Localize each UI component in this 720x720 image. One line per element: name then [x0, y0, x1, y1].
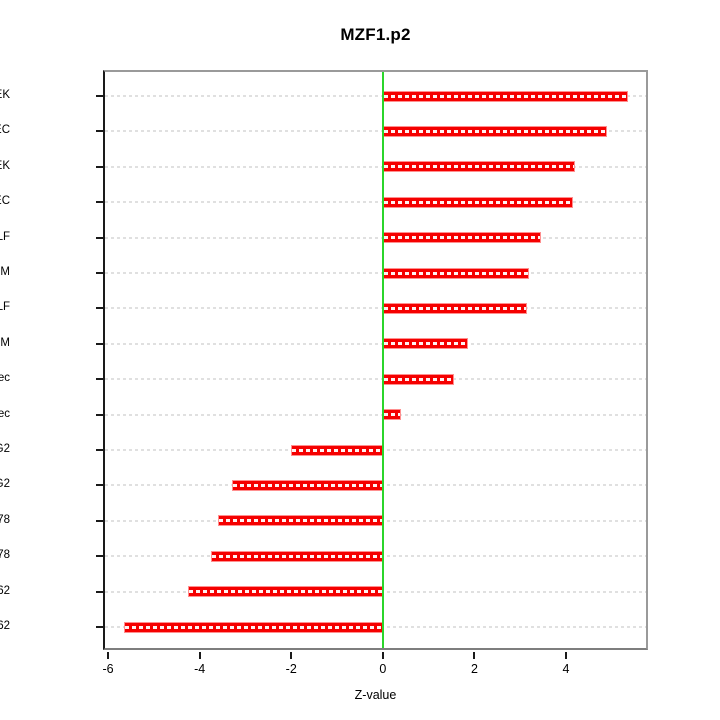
bar-Rep2_Huvec	[382, 373, 454, 385]
bar-Rep1_HSMM	[382, 338, 468, 350]
y-axis-tick	[96, 378, 103, 381]
x-axis-tick-label: -2	[285, 662, 297, 676]
y-axis-tick	[96, 130, 103, 133]
bar-stipple-pattern	[292, 448, 382, 452]
y-axis-tick	[96, 165, 103, 168]
bar-Rep2_GM12878	[217, 515, 383, 527]
x-axis-tick	[565, 652, 568, 659]
bar-Rep1_HMEC	[382, 196, 573, 208]
bar-stipple-pattern	[383, 306, 527, 310]
bar-stipple-pattern	[383, 94, 627, 98]
y-axis-label: Rep2_GM12878	[0, 513, 10, 526]
y-axis-label: Rep2_HSMM	[0, 266, 10, 278]
bar-Rep2_HSMM	[382, 267, 530, 279]
bar-stipple-pattern	[383, 236, 540, 240]
y-axis-tick	[96, 484, 103, 487]
bar-stipple-pattern	[383, 342, 467, 346]
bar-stipple-pattern	[383, 200, 572, 204]
y-axis-label: Rep1_HMEC	[0, 195, 10, 208]
bar-stipple-pattern	[383, 129, 607, 133]
zero-reference-line	[381, 72, 384, 648]
y-axis-tick	[96, 626, 103, 628]
x-axis-tick	[290, 652, 293, 659]
category-gridline	[105, 378, 646, 381]
category-gridline	[105, 95, 646, 97]
category-gridline	[105, 130, 646, 133]
x-axis-tick-label: 4	[562, 662, 570, 676]
y-axis-tick	[96, 95, 103, 97]
y-axis-label: Rep1_HepG2	[0, 478, 10, 491]
bar-Rep2_NHLF	[382, 232, 541, 244]
x-axis-tick-label: -6	[102, 662, 114, 676]
y-axis-label: Rep2_HMEC	[0, 124, 10, 137]
y-axis-label: Rep2_Huvec	[0, 372, 10, 385]
y-axis-tick	[96, 272, 103, 274]
category-gridline	[105, 165, 646, 168]
y-axis-tick	[96, 342, 103, 345]
bar-Rep2_HepG2	[291, 444, 383, 456]
bar-Rep1_NHEK	[382, 90, 628, 102]
bar-Rep1_HepG2	[231, 479, 383, 491]
y-axis-tick	[96, 590, 103, 593]
bar-Rep2_K562	[124, 621, 383, 633]
y-axis-label: Rep1_K562	[0, 584, 10, 597]
bar-stipple-pattern	[212, 554, 382, 558]
bar-stipple-pattern	[383, 413, 401, 417]
bar-Rep1_GM12878	[211, 550, 383, 562]
y-axis-label: Rep2_K562	[0, 620, 10, 632]
bar-Rep2_NHEK	[382, 161, 576, 173]
bar-stipple-pattern	[218, 519, 382, 523]
x-axis-title: Z-value	[354, 688, 397, 702]
category-gridline	[105, 201, 646, 204]
y-axis-label: Rep1_Huvec	[0, 407, 10, 420]
y-axis-label: Rep2_NHLF	[0, 230, 10, 243]
y-axis-label: Rep1_GM12878	[0, 549, 10, 562]
category-gridline	[105, 236, 646, 239]
y-axis-tick	[96, 201, 103, 204]
x-axis-tick	[473, 652, 476, 659]
x-axis-tick-label: 2	[470, 662, 478, 676]
y-axis-tick	[96, 236, 103, 239]
y-axis-label: Rep1_NHLF	[0, 301, 10, 314]
x-axis-tick-label: -4	[194, 662, 206, 676]
category-gridline	[105, 413, 646, 416]
y-axis-label: Rep1_NHEK	[0, 89, 10, 101]
bar-Rep1_K562	[188, 586, 383, 598]
x-axis-tick-label: 0	[379, 662, 387, 676]
y-axis-label: Rep2_HepG2	[0, 443, 10, 455]
plot-area: Rep1_NHEK Rep2_HMEC Rep2_NHEK Rep1_HMEC Rep2…	[0, 70, 648, 676]
bar-Rep1_Huvec	[382, 409, 402, 421]
x-axis-tick	[381, 652, 384, 659]
y-axis-tick	[96, 519, 103, 522]
y-axis-tick	[96, 555, 103, 558]
category-gridline	[105, 307, 646, 310]
bar-Rep1_NHLF	[382, 302, 528, 314]
bar-stipple-pattern	[125, 625, 382, 629]
y-axis-tick	[96, 449, 103, 451]
bar-stipple-pattern	[383, 165, 575, 169]
x-axis-tick	[107, 652, 110, 659]
y-axis-tick	[96, 307, 103, 310]
x-axis-tick	[198, 652, 201, 659]
category-gridline	[105, 342, 646, 345]
y-axis-label: Rep2_NHEK	[0, 159, 10, 172]
y-axis-label: Rep1_HSMM	[0, 336, 10, 349]
category-gridline	[105, 272, 646, 274]
bar-Rep2_HMEC	[382, 125, 608, 137]
bar-stipple-pattern	[383, 377, 453, 381]
bar-stipple-pattern	[383, 271, 529, 275]
bar-stipple-pattern	[232, 483, 382, 487]
bar-stipple-pattern	[189, 590, 382, 594]
y-axis-tick	[96, 413, 103, 416]
chart-title: MZF1.p2	[340, 25, 411, 44]
